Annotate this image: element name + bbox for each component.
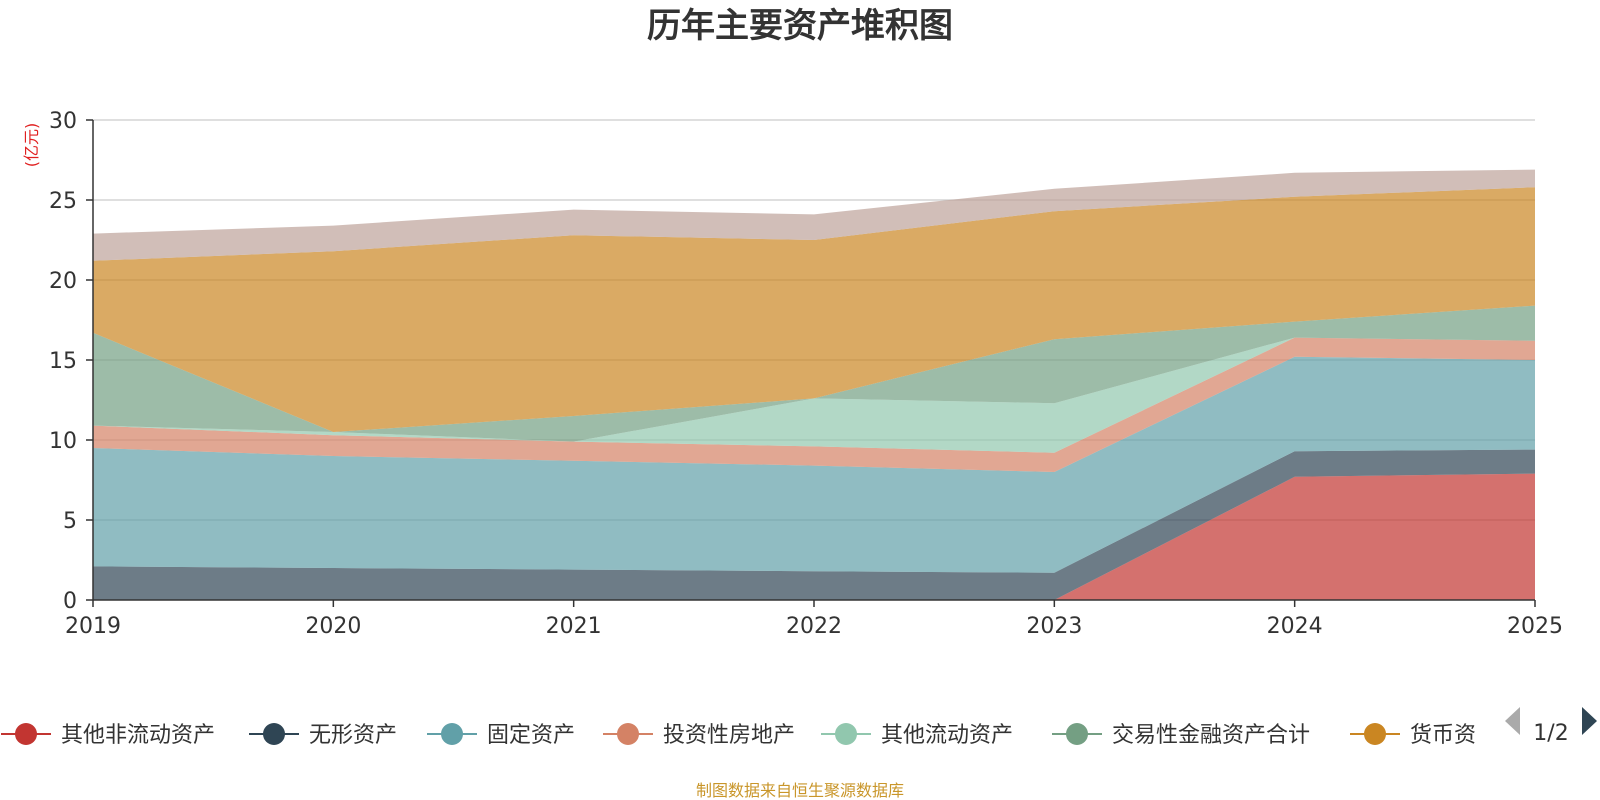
legend-marker-icon	[835, 723, 857, 745]
legend-label: 货币资	[1410, 723, 1476, 748]
legend-next-icon[interactable]	[1582, 707, 1597, 735]
x-tick-label: 2025	[1507, 614, 1563, 639]
legend-label: 其他流动资产	[881, 723, 1013, 748]
legend-pager[interactable]: 1/2	[1505, 707, 1597, 746]
legend-item[interactable]: 投资性房地产	[603, 723, 795, 748]
y-tick-label: 25	[49, 189, 77, 214]
y-axis-unit: (亿元)	[22, 123, 41, 168]
legend-marker-icon	[263, 723, 285, 745]
axes: 2019 2020 2021 2022 2023 2024 2025	[65, 119, 1563, 639]
area-series-6	[93, 187, 1535, 432]
legend-label: 交易性金融资产合计	[1112, 723, 1310, 748]
y-tick-label: 0	[63, 589, 77, 614]
area-series-1	[93, 449, 1535, 600]
legend-prev-icon[interactable]	[1505, 707, 1520, 735]
y-tick-label: 15	[49, 349, 77, 374]
legend-marker-icon	[15, 723, 37, 745]
x-tick-label: 2024	[1267, 614, 1323, 639]
legend-marker-icon	[1364, 723, 1386, 745]
x-tick-label: 2020	[305, 614, 361, 639]
area-series-4	[93, 337, 1535, 453]
legend-item[interactable]: 其他非流动资产	[1, 723, 215, 748]
y-tick-label: 5	[63, 509, 77, 534]
x-tick-label: 2021	[546, 614, 602, 639]
legend: 其他非流动资产 无形资产 固定资产 投资性房地产 其他流动资产 交易性金融资产合计 货币资	[1, 723, 1476, 748]
area-series-7	[93, 169, 1535, 261]
chart-title: 历年主要资产堆积图	[647, 6, 953, 46]
area-series	[93, 169, 1535, 600]
area-series-2	[93, 356, 1535, 573]
legend-item[interactable]: 其他流动资产	[821, 723, 1013, 748]
legend-label: 其他非流动资产	[61, 723, 215, 748]
y-tick-label: 30	[49, 109, 77, 134]
y-tick-label: 20	[49, 269, 77, 294]
legend-label: 无形资产	[309, 723, 397, 748]
area-series-3	[93, 337, 1535, 472]
legend-marker-icon	[617, 723, 639, 745]
x-tick-label: 2023	[1026, 614, 1082, 639]
legend-page-indicator: 1/2	[1533, 721, 1568, 746]
data-source-note: 制图数据来自恒生聚源数据库	[696, 781, 904, 800]
legend-item[interactable]: 无形资产	[249, 723, 397, 748]
x-tick-label: 2019	[65, 614, 121, 639]
area-series-0	[93, 473, 1535, 600]
x-tick-label: 2022	[786, 614, 842, 639]
legend-label: 投资性房地产	[663, 723, 795, 748]
y-tick-label: 10	[49, 429, 77, 454]
legend-marker-icon	[441, 723, 463, 745]
area-series-5	[93, 305, 1535, 442]
legend-item[interactable]: 货币资	[1350, 723, 1476, 748]
legend-label: 固定资产	[487, 723, 575, 748]
legend-marker-icon	[1066, 723, 1088, 745]
legend-item[interactable]: 交易性金融资产合计	[1052, 723, 1310, 748]
legend-item[interactable]: 固定资产	[427, 723, 575, 748]
